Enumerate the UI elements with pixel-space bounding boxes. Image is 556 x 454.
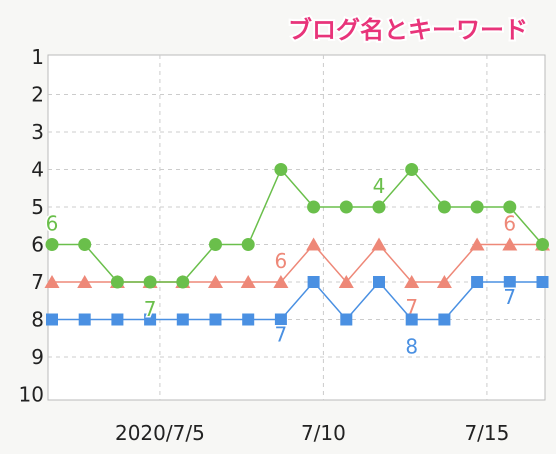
- x-tick-label: 7/10: [301, 421, 346, 445]
- data-point: [404, 275, 420, 288]
- data-point: [273, 275, 289, 288]
- data-point: [436, 275, 452, 288]
- data-point: [274, 163, 288, 176]
- series-line: [52, 168, 544, 283]
- y-tick-label: 7: [31, 270, 44, 294]
- x-tick-label: 7/15: [464, 421, 509, 445]
- y-axis-ticks: 1 2 3 4 5 6 7 8 9 10: [19, 45, 44, 407]
- data-point: [405, 163, 419, 176]
- series-circle: 6 7 4: [44, 163, 549, 323]
- data-point: [111, 313, 124, 326]
- data-point: [438, 313, 451, 326]
- data-point: [307, 276, 320, 288]
- data-point: [242, 313, 255, 326]
- data-point: [536, 238, 549, 251]
- data-label: 8: [405, 335, 418, 359]
- y-tick-label: 6: [31, 233, 44, 257]
- data-point: [503, 200, 517, 214]
- data-point: [372, 200, 386, 214]
- y-tick-label: 2: [31, 83, 44, 107]
- data-point: [502, 237, 518, 251]
- data-point: [274, 313, 287, 326]
- data-point: [78, 313, 91, 326]
- data-point: [536, 276, 549, 288]
- data-point: [307, 200, 321, 214]
- data-label: 6: [503, 212, 516, 236]
- data-point: [77, 275, 93, 288]
- data-point: [45, 238, 59, 251]
- data-point: [371, 237, 387, 251]
- data-point: [78, 238, 92, 251]
- data-point: [241, 238, 255, 251]
- data-point: [469, 237, 485, 251]
- data-point: [470, 200, 484, 214]
- x-axis-ticks: 2020/7/5 7/10 7/15: [115, 421, 509, 445]
- data-label: 7: [503, 285, 516, 309]
- data-label: 7: [275, 323, 288, 347]
- data-point: [209, 313, 222, 326]
- data-label: 4: [373, 174, 386, 198]
- data-point: [503, 276, 516, 288]
- y-tick-label: 4: [31, 158, 44, 182]
- data-point: [143, 275, 157, 289]
- series-line: [52, 280, 543, 321]
- x-tick-label: 2020/7/5: [115, 421, 205, 445]
- data-point: [339, 200, 353, 214]
- data-point: [209, 238, 222, 251]
- data-point: [176, 275, 190, 289]
- data-label: 7: [144, 297, 157, 321]
- data-point: [338, 275, 354, 288]
- data-point: [306, 237, 322, 251]
- y-tick-label: 3: [31, 120, 44, 144]
- data-point: [208, 275, 223, 288]
- y-tick-label: 9: [31, 345, 44, 369]
- data-label: 6: [46, 212, 59, 236]
- y-tick-label: 10: [19, 383, 44, 407]
- y-tick-label: 1: [31, 45, 44, 69]
- data-point: [373, 276, 385, 288]
- data-point: [176, 313, 189, 326]
- chart-title: ブログ名とキーワード: [288, 16, 528, 44]
- data-point: [44, 275, 60, 288]
- data-point: [46, 313, 58, 326]
- plot-area: [47, 54, 546, 401]
- y-tick-label: 8: [31, 308, 44, 332]
- data-point: [437, 200, 451, 214]
- data-point: [110, 275, 124, 289]
- y-tick-label: 5: [31, 195, 44, 219]
- data-point: [340, 313, 353, 326]
- data-label: 6: [275, 249, 288, 273]
- series-square: 7 8 7: [46, 276, 549, 360]
- data-point: [144, 313, 157, 326]
- data-point: [240, 275, 256, 288]
- data-point: [471, 276, 484, 288]
- data-point: [405, 313, 418, 326]
